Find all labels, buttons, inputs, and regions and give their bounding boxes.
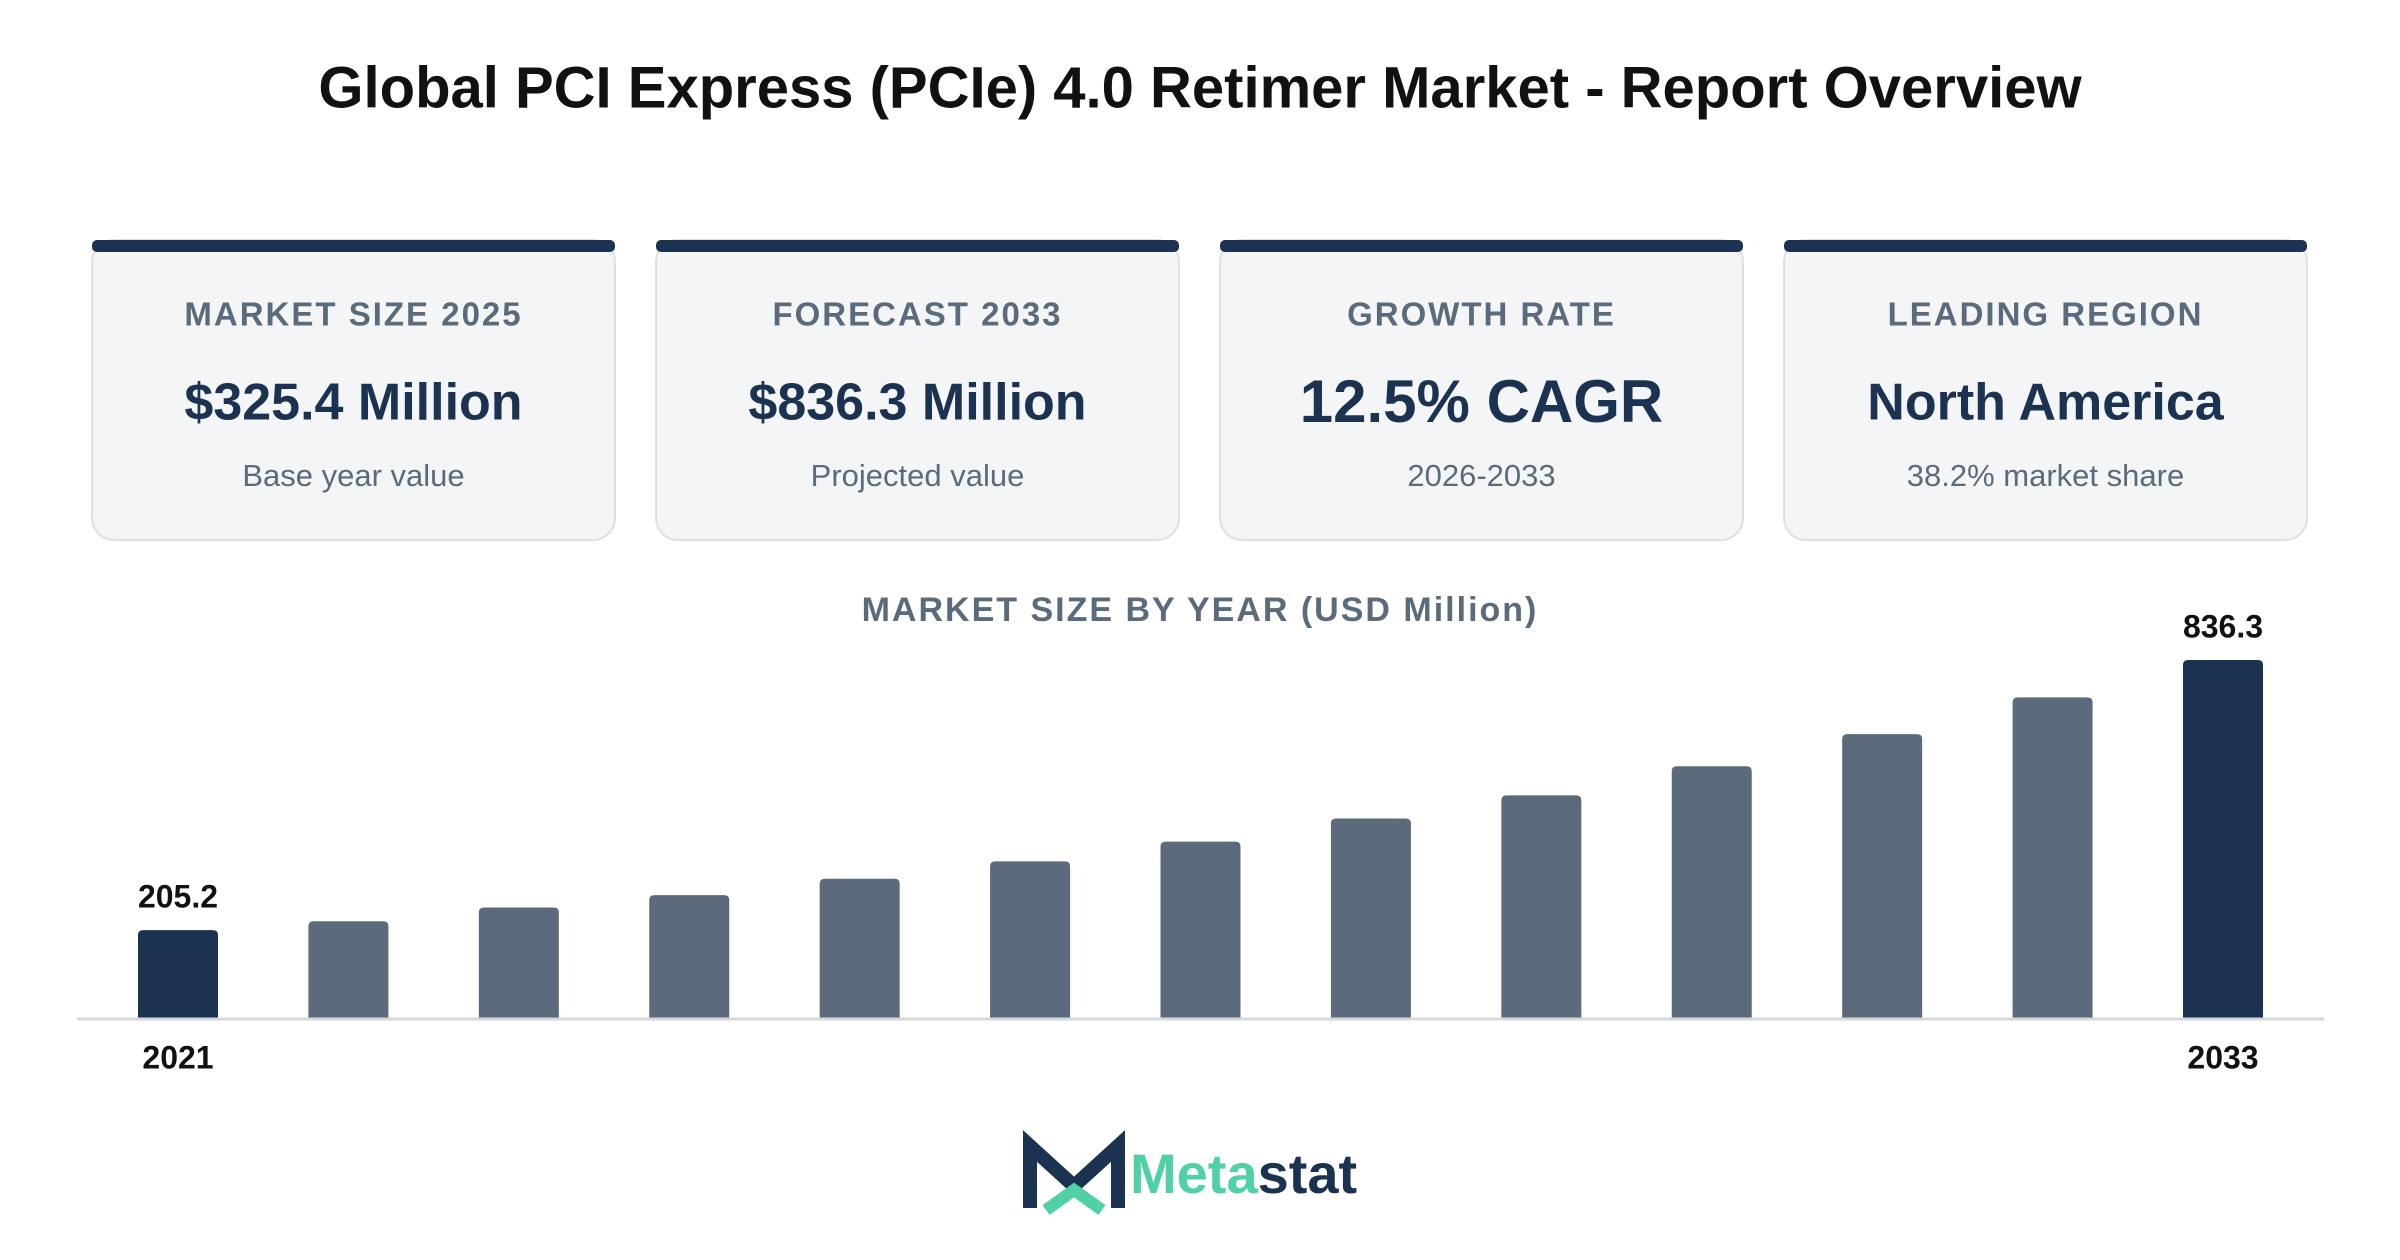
logo-part: stat [1258,1142,1358,1205]
bar [1671,766,1752,1018]
stat-card: GROWTH RATE 12.5% CAGR 2026-2033 [1219,239,1744,541]
card-label: MARKET SIZE 2025 [184,296,522,333]
card-label: FORECAST 2033 [772,296,1062,333]
card-accent [1220,240,1743,252]
logo-text: Metastat [1130,1142,1357,1205]
logo-part: Meta [1130,1142,1258,1205]
bar [2183,660,2263,1018]
bar [308,921,389,1018]
card-accent [656,240,1179,252]
bar [1160,841,1241,1018]
bar [819,878,900,1018]
bar [2012,697,2093,1018]
stat-card: FORECAST 2033 $836.3 Million Projected val… [655,239,1180,541]
card-accent [1784,240,2307,252]
card-note: 2026-2033 [1407,458,1555,493]
logo: Metastat [1023,1130,1357,1215]
card-note: 38.2% market share [1907,458,2184,493]
logo-icon-accent [1042,1182,1106,1215]
bar [1501,795,1582,1018]
card-label: LEADING REGION [1888,296,2204,333]
card-value: $325.4 Million [184,374,522,432]
card-value: $836.3 Million [748,374,1086,432]
page-title: Global PCI Express (PCIe) 4.0 Retimer Ma… [318,55,2082,120]
bar [138,930,218,1018]
x-tick-label: 2021 [142,1039,213,1075]
stat-card: LEADING REGION North America 38.2% market … [1783,239,2308,541]
bar [1330,818,1411,1018]
x-tick-label: 2033 [2187,1039,2258,1075]
bar [478,907,559,1018]
card-note: Base year value [242,458,464,493]
value-label: 205.2 [138,879,218,915]
card-accent [92,240,615,252]
bar [990,861,1071,1018]
card-note: Projected value [811,458,1025,493]
card-label: GROWTH RATE [1347,296,1616,333]
card-value: 12.5% CAGR [1300,368,1663,435]
stat-card: MARKET SIZE 2025 $325.4 Million Base year … [91,239,616,541]
bar [649,895,730,1018]
card-value: North America [1867,374,2224,432]
value-label: 836.3 [2183,608,2263,644]
chart-title: MARKET SIZE BY YEAR (USD Million) [862,591,1539,629]
bar [1842,734,1923,1018]
